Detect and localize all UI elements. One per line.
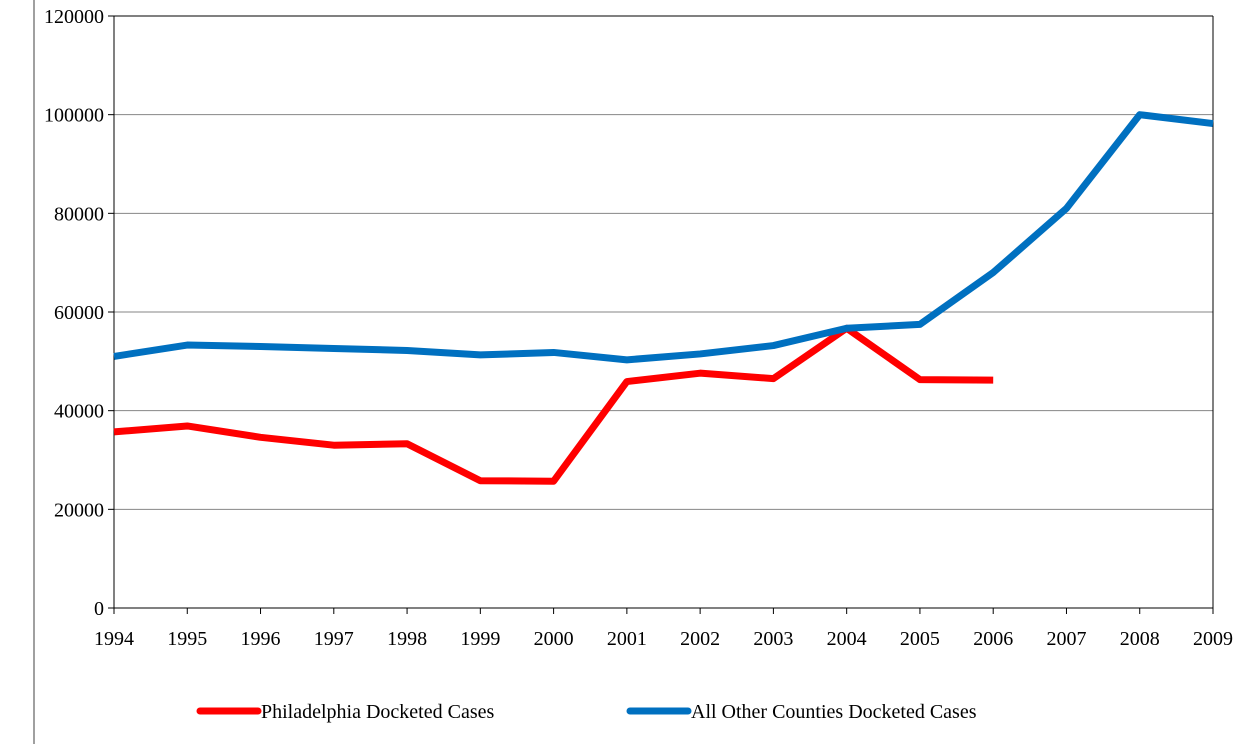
x-tick-labels: 1994 1995 1996 1997 1998 1999 2000 2001 2002 2003… (94, 628, 1233, 650)
series-line-2 (113, 111, 1214, 364)
axes (108, 15, 1214, 614)
y-tick-label: 20000 (54, 499, 104, 521)
y-tick-labels: 0 20000 40000 60000 80000 100000 120000 (44, 6, 104, 620)
x-tick-label: 2000 (534, 628, 574, 650)
x-tick-label: 1999 (460, 628, 500, 650)
x-tick-label: 2001 (607, 628, 647, 650)
x-tick-label: 2006 (973, 628, 1013, 650)
legend-label: Philadelphia Docketed Cases (261, 701, 494, 723)
y-tick-label: 120000 (44, 6, 104, 28)
x-tick-label: 2005 (900, 628, 940, 650)
y-tick-label: 0 (94, 598, 104, 620)
y-tick-label: 80000 (54, 203, 104, 225)
legend-label: All Other Counties Docketed Cases (691, 701, 977, 723)
x-tick-label: 2004 (827, 628, 867, 650)
x-tick-label: 1998 (387, 628, 427, 650)
x-tick-label: 2008 (1120, 628, 1160, 650)
x-tick-label: 2007 (1046, 628, 1086, 650)
y-tick-label: 100000 (44, 105, 104, 127)
x-tick-label: 2003 (753, 628, 793, 650)
series-lines (113, 111, 1214, 485)
legend: Philadelphia Docketed Cases All Other Cou… (196, 701, 977, 723)
x-tick-label: 1995 (167, 628, 207, 650)
x-tick-label: 2009 (1193, 628, 1233, 650)
x-tick-label: 2002 (680, 628, 720, 650)
x-tick-label: 1996 (241, 628, 281, 650)
gridlines (114, 15, 1213, 510)
y-tick-label: 40000 (54, 401, 104, 423)
y-tick-label: 60000 (54, 302, 104, 324)
x-tick-label: 1994 (94, 628, 134, 650)
x-tick-label: 1997 (314, 628, 354, 650)
